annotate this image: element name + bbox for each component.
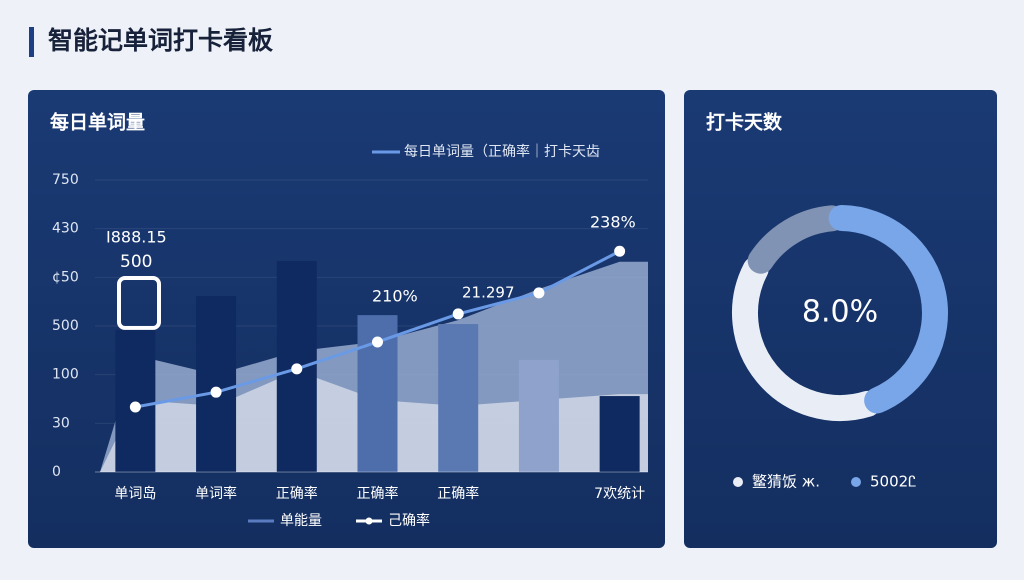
highlight-box — [117, 276, 161, 330]
bar — [438, 324, 479, 472]
legend-dot — [365, 517, 373, 525]
legend-label: 单能量 — [280, 513, 322, 529]
donut-slice — [732, 256, 881, 421]
panel-title: 每日单词量 — [50, 111, 145, 134]
annotation: I888.15 — [106, 228, 167, 247]
panel — [684, 90, 997, 548]
y-tick-label: 100 — [52, 367, 79, 383]
line-point — [210, 386, 222, 398]
x-tick-label: 单词率 — [195, 485, 237, 502]
line-point — [291, 363, 303, 375]
x-tick-label: 单词岛 — [114, 486, 156, 502]
donut-slice — [747, 205, 845, 274]
legend-label: 己确率 — [388, 512, 430, 529]
y-tick-label: 30 — [52, 415, 70, 431]
bar — [115, 329, 156, 472]
annotation: 238% — [590, 213, 636, 232]
y-tick-label: 430 — [52, 221, 79, 237]
x-tick-label: 正确率 — [357, 485, 399, 502]
title-accent — [29, 27, 34, 57]
y-tick-label: 750 — [52, 172, 79, 188]
annotation: 500 — [120, 252, 152, 272]
x-tick-label: 7欢统计 — [594, 486, 645, 502]
bar — [196, 296, 237, 472]
legend-dot — [733, 477, 743, 487]
legend-dot — [851, 477, 861, 487]
bar — [599, 396, 640, 472]
bar — [518, 359, 559, 472]
panel-title: 打卡天数 — [706, 111, 783, 134]
legend-note: 每日单词量（正确率｜打卡天齿 — [404, 143, 600, 160]
donut-slice — [828, 205, 948, 414]
line-point — [533, 287, 545, 299]
x-tick-label: 正确率 — [276, 485, 318, 502]
line-point — [452, 308, 464, 320]
y-tick-label: 500 — [52, 318, 79, 334]
legend-label: 5002Ꮭ — [870, 473, 917, 491]
annotation: 210% — [372, 287, 418, 306]
line-point — [372, 336, 383, 348]
x-tick-label: 正确率 — [437, 485, 479, 502]
legend-label: 鳘猜饭 ж. — [752, 473, 820, 491]
annotation: 21.297 — [462, 284, 515, 302]
line-point — [614, 245, 626, 257]
page-title: 智能记单词打卡看板 — [48, 26, 273, 55]
center-label: 8.0% — [802, 295, 878, 330]
y-tick-label: ¢50 — [52, 269, 79, 285]
y-tick-label: 0 — [52, 464, 61, 480]
line-point — [129, 401, 141, 413]
